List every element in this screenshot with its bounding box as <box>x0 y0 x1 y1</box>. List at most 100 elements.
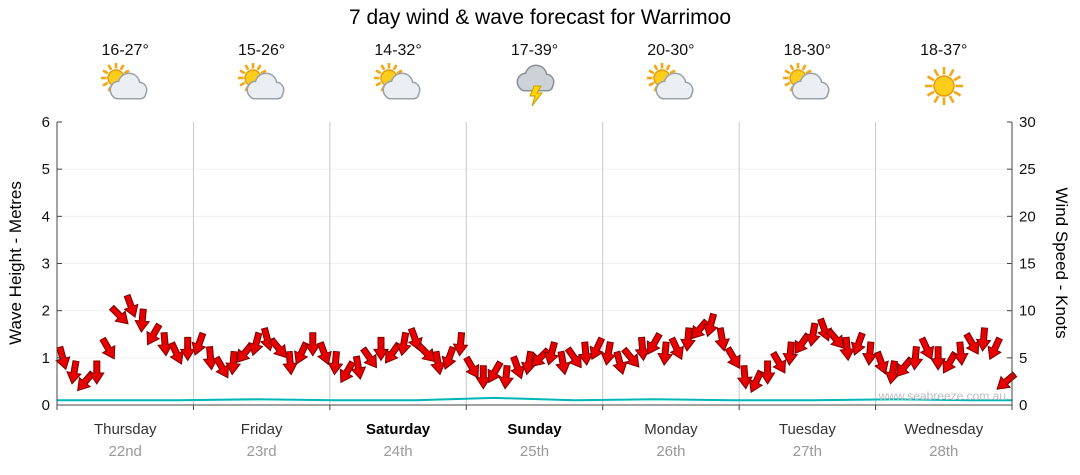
wind-arrow <box>191 331 207 356</box>
day-temp: 16-27° <box>101 42 149 59</box>
wind-arrow <box>441 345 457 370</box>
wind-arrow <box>564 346 582 369</box>
wind-arrow <box>373 336 389 362</box>
wind-arrow <box>794 332 812 355</box>
day-date: 25th <box>519 443 550 460</box>
wind-arrow <box>168 341 184 365</box>
wind-arrow <box>543 341 560 366</box>
wind-arrow <box>225 350 242 376</box>
wind-arrow <box>874 350 889 375</box>
wind-arrow <box>407 326 423 352</box>
wind-arrow <box>268 337 288 359</box>
wind-arrow <box>108 304 129 325</box>
day-icon-holder <box>611 62 731 115</box>
day-name: Tuesday <box>778 421 836 438</box>
wind-arrow <box>930 346 947 371</box>
wind-arrow <box>55 345 71 371</box>
day-name: Saturday <box>365 421 431 438</box>
wind-arrow <box>259 326 276 352</box>
wind-arrow <box>782 341 799 366</box>
wind-arrow <box>895 356 915 378</box>
sun-cloud-icon <box>783 63 830 100</box>
wind-arrow <box>304 332 321 357</box>
wind-arrow <box>294 341 310 365</box>
wind-arrow <box>668 336 684 361</box>
wind-arrow <box>99 336 116 360</box>
day-icon-holder <box>747 62 867 115</box>
day-icon-holder <box>884 62 1004 115</box>
day-temp: 17-39° <box>510 42 559 59</box>
day-temp: 20-30° <box>647 42 695 59</box>
wind-arrow <box>179 336 196 362</box>
watermark: www.seabreeze.com.au <box>878 389 1006 403</box>
wind-arrow <box>487 360 504 384</box>
wind-arrow <box>327 350 344 376</box>
wind-arrow <box>657 341 674 366</box>
wind-arrow <box>942 350 959 374</box>
right-tick-label: 30 <box>1019 114 1036 131</box>
day-temp: 18-37° <box>920 42 968 59</box>
day-name: Monday <box>644 421 698 438</box>
wind-arrow <box>714 327 730 352</box>
day-date: 27th <box>792 443 822 460</box>
wind-arrow <box>123 293 139 319</box>
right-tick-label: 0 <box>1019 397 1027 414</box>
day-icon-holder <box>338 62 458 115</box>
wind-arrow <box>612 350 628 376</box>
wind-arrow <box>680 327 696 352</box>
wind-arrow <box>724 346 741 369</box>
day-icon-holder <box>475 62 595 115</box>
storm-icon <box>516 64 554 107</box>
wind-arrow <box>77 370 96 392</box>
wind-arrow <box>884 360 901 385</box>
wind-arrow <box>963 331 980 355</box>
wind-arrow <box>498 364 514 390</box>
wind-arrow <box>577 341 594 366</box>
left-tick-label: 3 <box>42 256 50 273</box>
wind-arrow <box>736 364 753 390</box>
day-temp: 18-30° <box>783 42 831 59</box>
wind-arrow <box>430 350 446 376</box>
wind-arrow <box>360 346 378 369</box>
wind-arrow <box>66 360 82 385</box>
wind-arrow <box>621 346 640 368</box>
wind-arrow <box>555 350 571 376</box>
wind-arrow <box>634 336 651 362</box>
wind-arrow <box>805 322 821 348</box>
day-icon-holder <box>202 62 322 115</box>
wind-arrow <box>146 322 163 346</box>
wind-arrow <box>748 369 765 394</box>
left-tick-label: 6 <box>42 114 50 131</box>
wind-arrow <box>987 336 1003 361</box>
day-date: 26th <box>656 443 686 460</box>
wind-arrow <box>918 336 935 361</box>
sun-cloud-icon <box>237 63 285 100</box>
wind-arrow <box>384 341 402 364</box>
wind-arrow <box>134 308 151 333</box>
right-tick-label: 20 <box>1019 208 1036 225</box>
wind-arrow <box>770 350 787 374</box>
wind-arrow <box>861 341 878 366</box>
page-title: 7 day wind & wave forecast for Warrimoo <box>348 6 732 29</box>
wind-arrow <box>759 360 776 385</box>
wind-arrow <box>475 365 492 390</box>
wind-arrow <box>600 341 617 366</box>
wind-arrow <box>395 331 412 357</box>
wind-arrow <box>825 327 845 349</box>
wind-arrow <box>850 331 866 356</box>
right-tick-label: 15 <box>1019 256 1036 273</box>
day-name: Wednesday <box>904 421 984 438</box>
wind-arrow <box>646 331 663 355</box>
right-tick-label: 5 <box>1019 350 1027 367</box>
sun-cloud-icon <box>374 63 421 100</box>
wind-arrow <box>213 355 230 379</box>
wind-arrow <box>839 336 856 362</box>
wind-arrow <box>702 312 719 338</box>
day-temp: 15-26° <box>237 42 286 59</box>
right-tick-label: 10 <box>1019 303 1036 320</box>
wind-arrow <box>282 350 299 376</box>
left-tick-label: 2 <box>42 303 50 320</box>
sun-cloud-icon <box>101 63 148 100</box>
